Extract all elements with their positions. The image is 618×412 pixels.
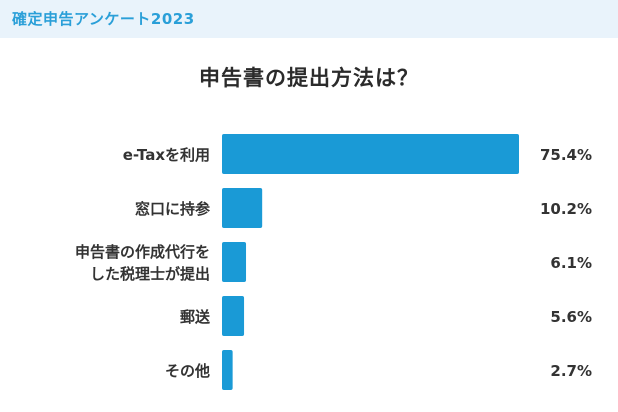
category-label: 申告書の作成代行を xyxy=(75,243,210,261)
header-title: 確定申告アンケート2023 xyxy=(12,10,195,28)
bar xyxy=(222,134,519,174)
bar xyxy=(222,350,233,390)
chart-title: 申告書の提出方法は？ xyxy=(199,66,419,90)
category-label: e-Taxを利用 xyxy=(123,146,210,164)
bar xyxy=(222,188,263,228)
bar xyxy=(222,242,247,282)
bar xyxy=(222,296,245,336)
value-label: 75.4% xyxy=(540,146,592,164)
category-label: 郵送 xyxy=(180,308,211,326)
header-band xyxy=(0,0,618,38)
category-label: した税理士が提出 xyxy=(90,265,210,283)
value-label: 6.1% xyxy=(550,254,592,272)
value-label: 10.2% xyxy=(540,200,592,218)
category-label: 窓口に持参 xyxy=(135,200,211,218)
category-label: その他 xyxy=(165,362,210,380)
value-label: 5.6% xyxy=(550,308,592,326)
value-label: 2.7% xyxy=(550,362,592,380)
